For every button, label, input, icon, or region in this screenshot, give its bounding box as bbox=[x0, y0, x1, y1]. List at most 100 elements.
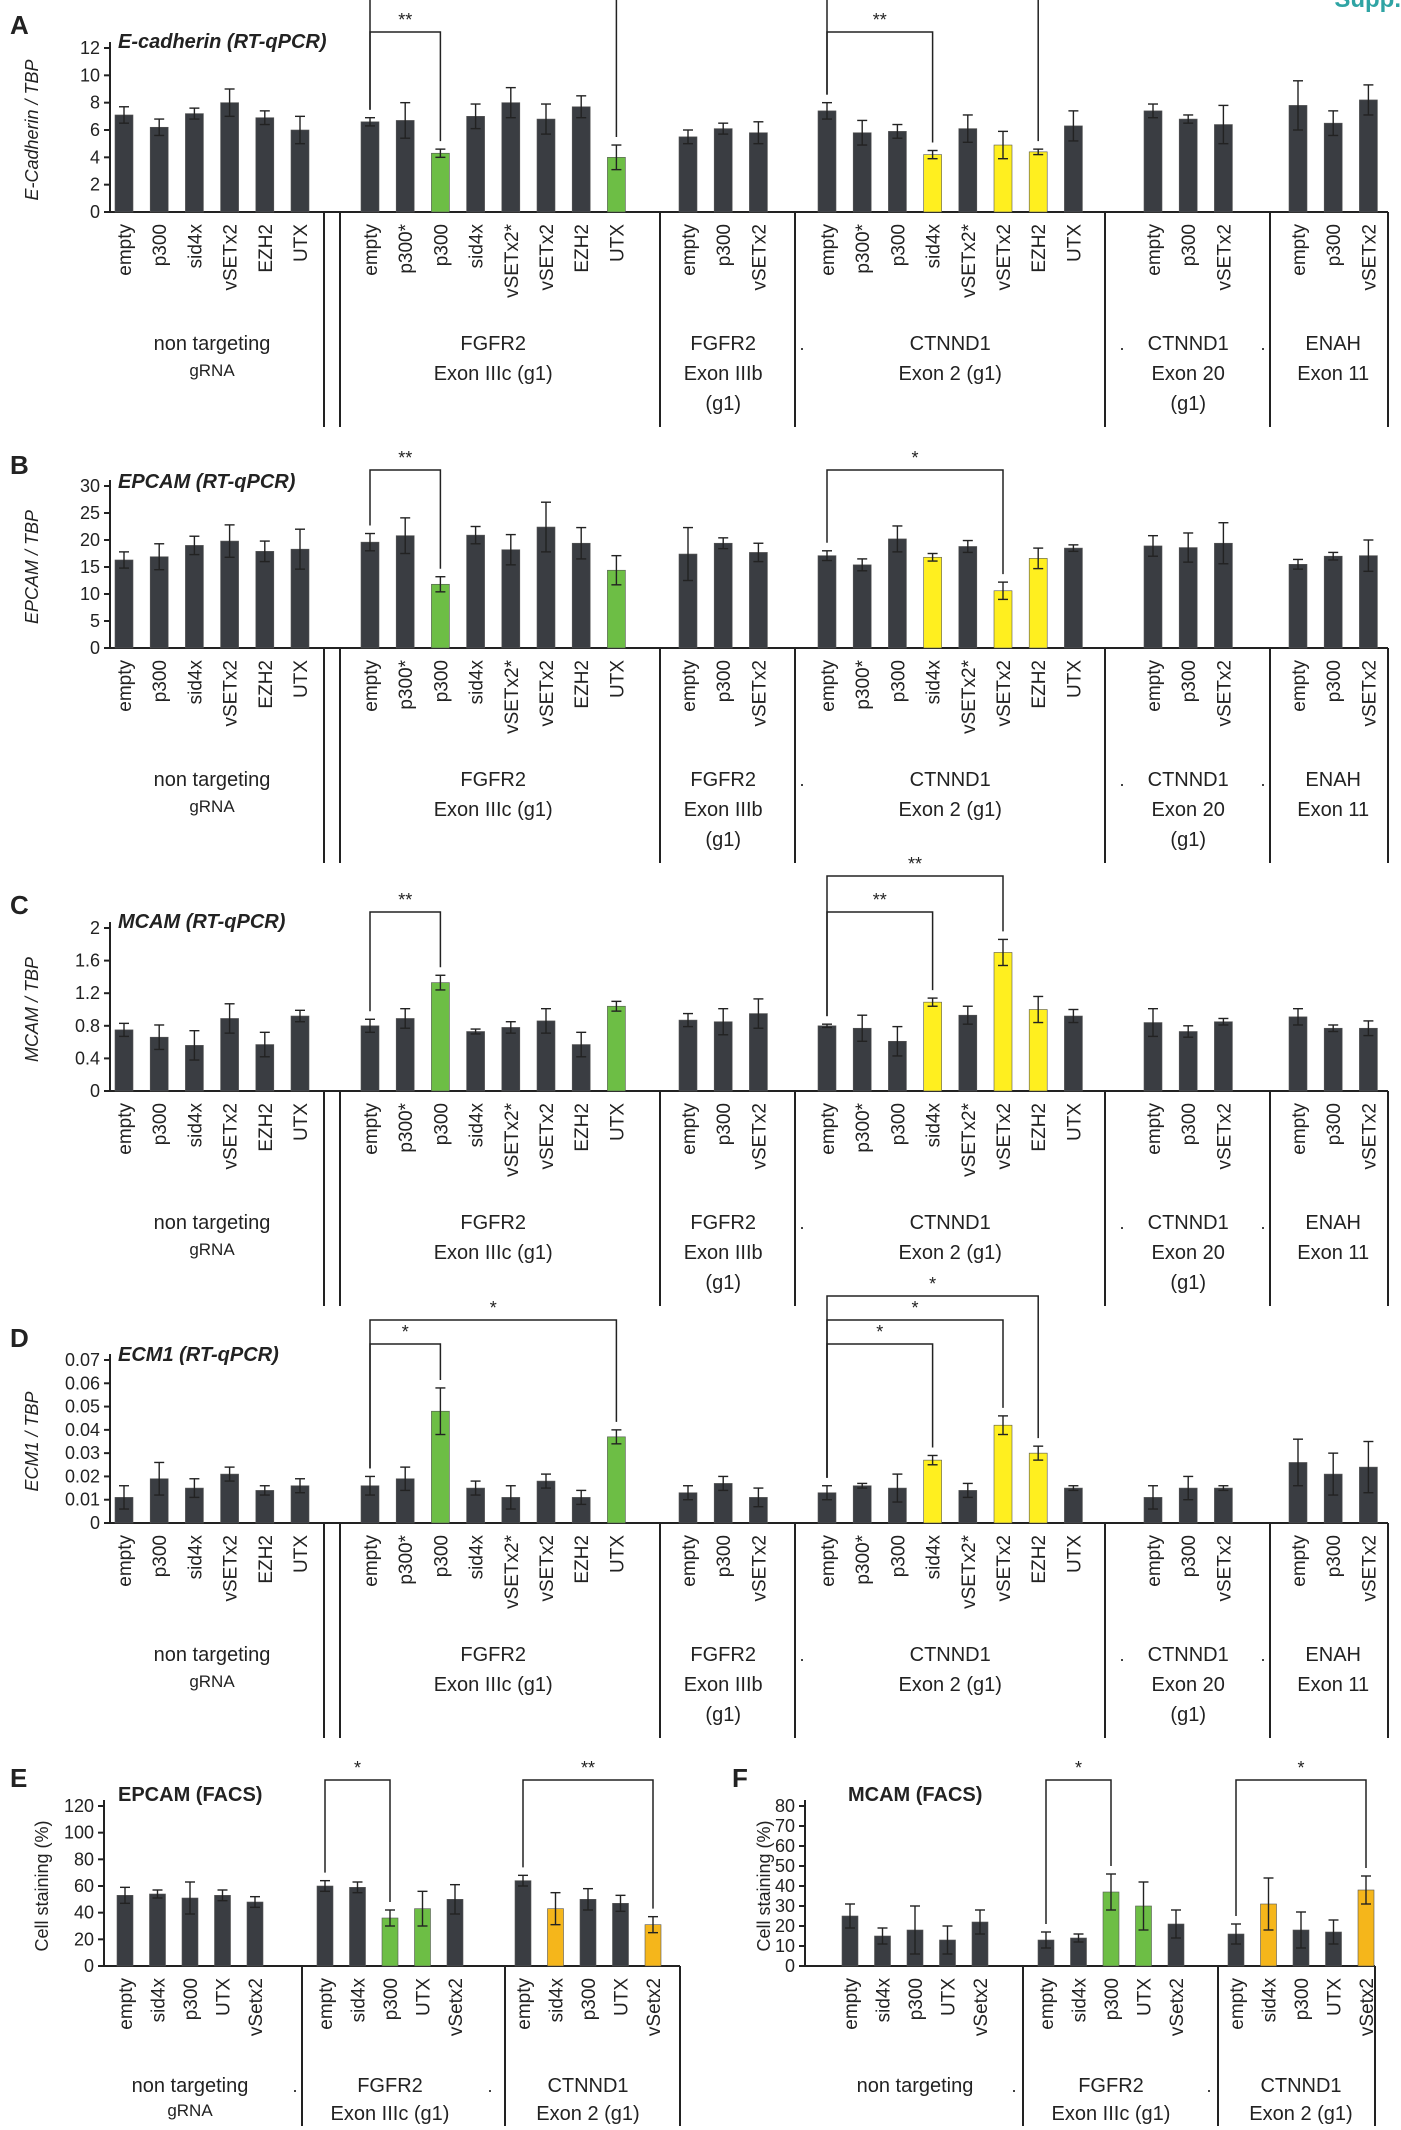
x-tick-label: empty bbox=[1144, 224, 1165, 276]
y-tick-label: 30 bbox=[775, 1896, 795, 1916]
bar bbox=[749, 132, 768, 213]
group-dot: . bbox=[799, 334, 804, 354]
group-label: Exon 2 (g1) bbox=[536, 2103, 639, 2125]
x-tick-label: empty bbox=[1037, 1978, 1058, 2030]
group-label: FGFR2 bbox=[1078, 2075, 1144, 2097]
x-tick-label: sid4x bbox=[467, 1535, 488, 1580]
y-tick-label: 20 bbox=[74, 1929, 94, 1949]
x-tick-label: p300* bbox=[396, 1534, 417, 1584]
x-tick-label: sid4x bbox=[874, 1978, 895, 2023]
bar bbox=[1288, 1016, 1308, 1092]
y-axis-label: EPCAM / TBP bbox=[22, 510, 42, 624]
panel-letter: D bbox=[10, 1323, 29, 1353]
y-tick-label: 6 bbox=[90, 120, 100, 140]
panel-letter: F bbox=[732, 1763, 748, 1793]
x-tick-label: p300 bbox=[714, 224, 735, 266]
group-label: Exon IIIb bbox=[684, 363, 763, 385]
y-tick-label: 20 bbox=[80, 530, 100, 550]
x-tick-label: p300* bbox=[396, 223, 417, 273]
bar bbox=[395, 1018, 415, 1092]
group-label: CTNND1 bbox=[910, 1212, 991, 1234]
x-tick-label: empty bbox=[115, 224, 136, 276]
bar bbox=[1359, 1027, 1378, 1092]
x-tick-label: empty bbox=[679, 1103, 700, 1155]
x-tick-label: sid4x bbox=[924, 224, 945, 269]
bar bbox=[993, 952, 1013, 1092]
bar bbox=[316, 1885, 334, 1967]
group-dot: . bbox=[1119, 1213, 1124, 1233]
x-tick-label: empty bbox=[361, 1535, 382, 1587]
y-tick-label: 10 bbox=[80, 65, 100, 85]
bar bbox=[1143, 110, 1163, 213]
y-axis-label: ECM1 / TBP bbox=[22, 1391, 42, 1491]
bar bbox=[1178, 118, 1198, 213]
significance-label: * bbox=[1075, 1758, 1082, 1778]
x-tick-label: empty bbox=[1289, 1103, 1310, 1155]
bar bbox=[749, 552, 768, 649]
group-label: FGFR2 bbox=[460, 1212, 526, 1234]
bar bbox=[466, 116, 485, 213]
group-label: Exon IIIc (g1) bbox=[434, 1242, 553, 1264]
x-tick-label: p300 bbox=[431, 660, 452, 702]
x-tick-label: vSetx2 bbox=[246, 1978, 267, 2036]
group-dot: . bbox=[337, 1213, 342, 1233]
bar bbox=[255, 117, 275, 213]
x-tick-label: p300 bbox=[431, 1103, 452, 1145]
group-label: (g1) bbox=[1170, 1272, 1206, 1294]
x-tick-label: EZH2 bbox=[1029, 1103, 1050, 1152]
group-label: FGFR2 bbox=[460, 1644, 526, 1666]
significance-label: * bbox=[402, 1322, 409, 1342]
significance-bracket bbox=[826, 1343, 934, 1478]
x-tick-label: vSETx2 bbox=[537, 1535, 558, 1602]
group-label: CTNND1 bbox=[910, 769, 991, 791]
group-label: CTNND1 bbox=[910, 333, 991, 355]
group-dot: . bbox=[1260, 770, 1265, 790]
significance-label: * bbox=[354, 1758, 361, 1778]
significance-label: ** bbox=[398, 890, 412, 910]
x-tick-label: UTX bbox=[939, 1978, 960, 2016]
bar bbox=[466, 534, 485, 649]
x-tick-label: empty bbox=[818, 660, 839, 712]
y-tick-label: 50 bbox=[775, 1856, 795, 1876]
bar bbox=[923, 154, 942, 213]
x-tick-label: vSETx2 bbox=[1359, 224, 1380, 291]
panel-B: B EPCAM (RT-qPCR) 0 5 10 15 20 25 30 EPCAM / TBP.… bbox=[10, 448, 1389, 863]
y-tick-label: 15 bbox=[80, 557, 100, 577]
group-dot: . bbox=[657, 1213, 662, 1233]
x-tick-label: p300 bbox=[150, 224, 171, 266]
x-tick-label: p300 bbox=[181, 1978, 202, 2020]
bar bbox=[514, 1880, 532, 1967]
y-tick-label: 0.03 bbox=[65, 1443, 100, 1463]
x-tick-label: empty bbox=[1289, 660, 1310, 712]
group-label: Exon 2 (g1) bbox=[1249, 2103, 1352, 2125]
y-tick-label: 10 bbox=[80, 584, 100, 604]
group-label: gRNA bbox=[167, 2101, 213, 2120]
bar bbox=[1323, 555, 1343, 649]
x-tick-label: EZH2 bbox=[256, 660, 277, 709]
x-tick-label: UTX bbox=[1064, 660, 1085, 698]
x-tick-label: UTX bbox=[607, 660, 628, 698]
x-tick-label: UTX bbox=[1064, 224, 1085, 262]
bar bbox=[678, 1019, 698, 1092]
group-label: CTNND1 bbox=[1148, 1644, 1229, 1666]
bar bbox=[431, 982, 450, 1092]
y-tick-label: 4 bbox=[90, 147, 100, 167]
significance-label: ** bbox=[581, 1758, 595, 1778]
x-tick-label: empty bbox=[316, 1978, 337, 2030]
group-label: CTNND1 bbox=[1148, 769, 1229, 791]
x-tick-label: UTX bbox=[291, 660, 312, 698]
bar bbox=[1214, 1487, 1233, 1524]
x-tick-label: p300* bbox=[853, 1534, 874, 1584]
y-tick-label: 0.4 bbox=[75, 1048, 100, 1068]
bar bbox=[713, 542, 733, 649]
group-label: FGFR2 bbox=[690, 333, 756, 355]
bar bbox=[466, 1031, 485, 1092]
x-tick-label: empty bbox=[818, 1103, 839, 1155]
group-label: ENAH bbox=[1305, 1212, 1361, 1234]
y-tick-label: 30 bbox=[80, 476, 100, 496]
group-label: (g1) bbox=[1170, 393, 1206, 415]
significance-label: ** bbox=[398, 10, 412, 30]
x-tick-label: p300 bbox=[150, 1535, 171, 1577]
bar bbox=[852, 1485, 872, 1524]
